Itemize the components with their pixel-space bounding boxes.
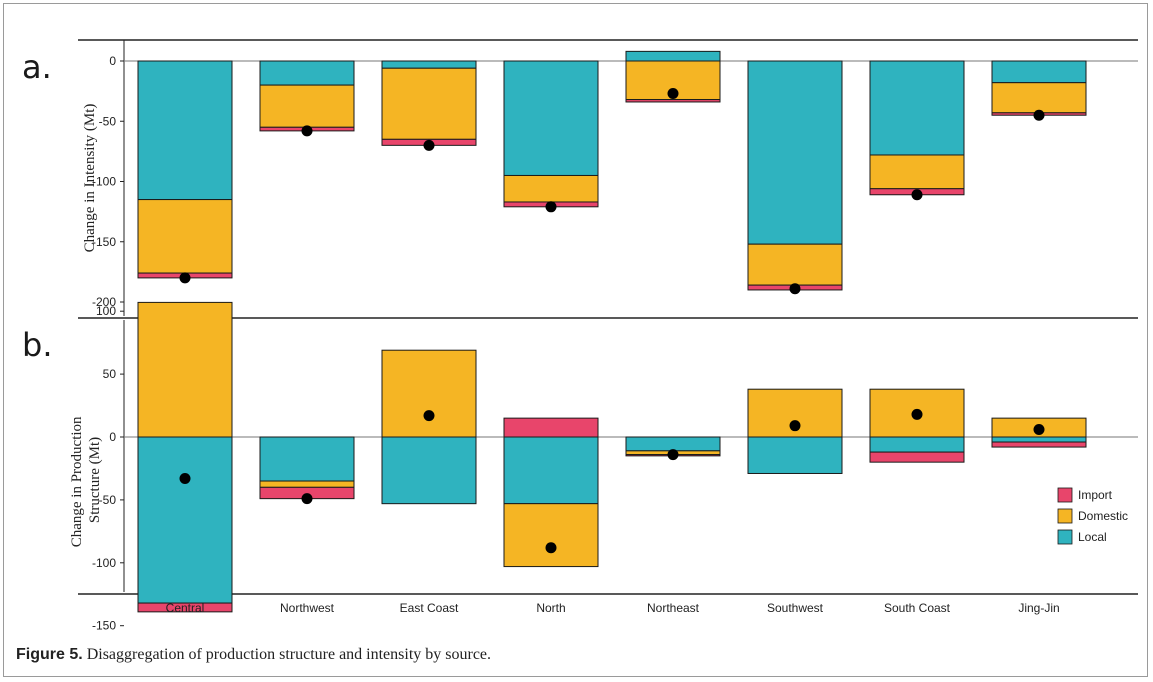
- panel-b-net-point-northwest: [301, 493, 313, 505]
- stacked-bar-figure: a. b. Change in Intensity (Mt) Change in…: [22, 39, 1138, 633]
- panel-b-y-axis-label: Change in Production Structure (Mt): [69, 413, 103, 548]
- legend-label-local: Local: [1078, 530, 1107, 544]
- x-tick-label-northeast: Northeast: [647, 601, 700, 615]
- panel-b-net-point-south-coast: [911, 408, 923, 420]
- panel-a-bar-southwest-domestic: [747, 243, 843, 286]
- panel-a-net-point-northeast: [667, 88, 679, 100]
- panel-a-y-tick-label: -100: [92, 175, 116, 189]
- panel-a-bar-jing-jin-local: [991, 60, 1087, 84]
- panel-a-bar-jing-jin-domestic: [991, 82, 1087, 114]
- panel-b-y-tick-label: 50: [103, 367, 117, 381]
- panel-b-bar-southwest-local: [747, 436, 843, 474]
- legend-swatch-import: [1057, 487, 1073, 503]
- panel-b-net-point-north: [545, 542, 557, 554]
- panel-b-bar-central-import: [137, 602, 233, 613]
- panel-a-net-point-southwest: [789, 283, 801, 295]
- x-tick-label-east-coast: East Coast: [400, 601, 459, 615]
- panel-b-bar-east-coast-domestic: [381, 349, 477, 438]
- panel-a-net-point-south-coast: [911, 189, 923, 201]
- panel-b-bar-jing-jin-import: [991, 441, 1087, 448]
- panel-b-bar-central-local: [137, 436, 233, 604]
- panel-b-net-point-northeast: [667, 449, 679, 461]
- panel-b-y-axis-label-line1: Change in Production: [69, 416, 85, 547]
- panel-a-net-point-jing-jin: [1033, 109, 1045, 121]
- panel-b-bar-northwest-local: [259, 436, 355, 482]
- panel-a-y-axis-label: Change in Intensity (Mt): [82, 104, 98, 253]
- panel-a-bar-east-coast-domestic: [381, 67, 477, 140]
- legend-label-domestic: Domestic: [1078, 509, 1128, 523]
- panel-a-net-point-north: [545, 201, 557, 213]
- panel-b-letter: b.: [22, 326, 52, 364]
- panel-b-net-point-southwest: [789, 420, 801, 432]
- figure-caption: Figure 5. Disaggregation of production s…: [16, 646, 491, 664]
- panel-a-bar-south-coast-domestic: [869, 154, 965, 190]
- panel-a-letter: a.: [22, 48, 52, 86]
- panel-a-net-point-east-coast: [423, 139, 435, 151]
- x-tick-label-southwest: Southwest: [767, 601, 824, 615]
- panel-b-bar-northeast-local: [625, 436, 721, 452]
- panel-b-bar-north-import: [503, 417, 599, 438]
- legend-swatch-domestic: [1057, 508, 1073, 524]
- figure-frame: [3, 3, 1148, 677]
- panel-b-bar-central-domestic: [137, 301, 233, 438]
- panel-b-y-axis-label-line2: Structure (Mt): [87, 437, 103, 523]
- panel-a-y-tick-label: -50: [99, 114, 117, 128]
- panel-b-net-point-east-coast: [423, 410, 435, 422]
- panel-a-bar-east-coast-local: [381, 60, 477, 69]
- panel-a-bar-southwest-local: [747, 60, 843, 245]
- panel-b-y-tick-label: -150: [92, 619, 116, 633]
- panel-b-bar-south-coast-local: [869, 436, 965, 453]
- panel-a-y-tick-label: -200: [92, 295, 116, 309]
- x-tick-label-central: Central: [166, 601, 205, 615]
- legend-label-import: Import: [1078, 488, 1113, 502]
- panel-a-y-tick-label: 0: [109, 54, 116, 68]
- panel-a-bar-north-domestic: [503, 174, 599, 203]
- panel-b-net-point-central: [179, 473, 191, 485]
- caption-label: Figure 5.: [16, 646, 83, 663]
- panel-a-y-tick-label: -150: [92, 235, 116, 249]
- x-tick-label-south-coast: South Coast: [884, 601, 951, 615]
- panel-a-net-point-northwest: [301, 125, 313, 137]
- panel-a-net-point-central: [179, 272, 191, 284]
- panel-a-bar-northwest-domestic: [259, 84, 355, 128]
- x-tick-label-jing-jin: Jing-Jin: [1018, 601, 1059, 615]
- panel-b-y-tick-label: 100: [96, 304, 116, 318]
- x-tick-label-north: North: [536, 601, 565, 615]
- panel-b-bar-north-domestic: [503, 503, 599, 568]
- panel-a-bar-central-domestic: [137, 199, 233, 274]
- legend-swatch-local: [1057, 529, 1073, 545]
- panel-a-bar-northeast-local: [625, 50, 721, 62]
- panel-b-bar-east-coast-local: [381, 436, 477, 505]
- panel-a-bar-northwest-local: [259, 60, 355, 86]
- panel-b-y-tick-label: -100: [92, 556, 116, 570]
- panel-a-bar-north-local: [503, 60, 599, 176]
- caption-text: Disaggregation of production structure a…: [86, 646, 492, 663]
- x-tick-label-northwest: Northwest: [280, 601, 335, 615]
- panel-a-bar-northeast-import: [625, 99, 721, 103]
- panel-b-bar-jing-jin-local: [991, 436, 1087, 443]
- legend: Import Domestic Local: [1057, 487, 1128, 545]
- panel-b-bar-south-coast-import: [869, 451, 965, 463]
- panel-a-bar-south-coast-local: [869, 60, 965, 156]
- panel-b-y-tick-label: 0: [109, 430, 116, 444]
- panel-b-net-point-jing-jin: [1033, 423, 1045, 435]
- panel-b-y-tick-label: -50: [99, 493, 117, 507]
- panel-a-bar-central-local: [137, 60, 233, 201]
- panel-b-bar-north-local: [503, 436, 599, 505]
- panel-b-bar-northwest-domestic: [259, 480, 355, 488]
